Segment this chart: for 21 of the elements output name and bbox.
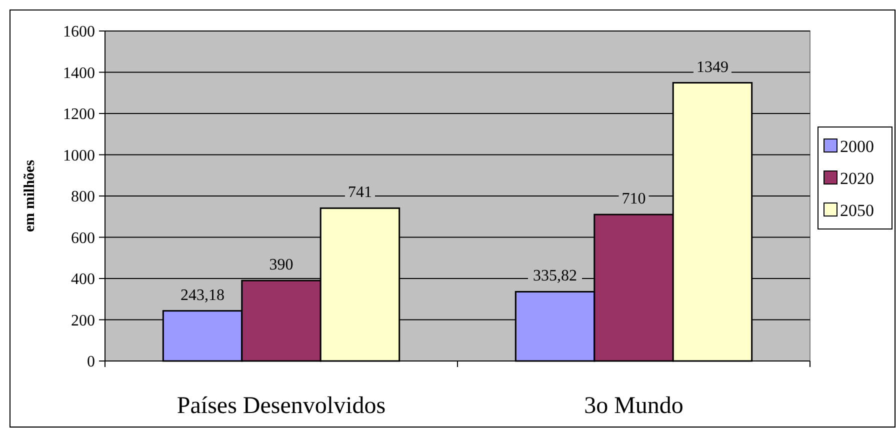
data-label: 335,82 — [533, 268, 578, 285]
y-tick-label: 1400 — [63, 64, 95, 82]
y-tick-label: 0 — [87, 354, 95, 371]
data-label: 243,18 — [180, 286, 225, 304]
y-axis-title: em milhões — [22, 160, 38, 232]
y-tick-label: 200 — [71, 312, 95, 330]
y-tick-label: 1600 — [63, 24, 95, 41]
y-tick-label: 600 — [71, 230, 95, 247]
y-tick-label: 1200 — [63, 106, 95, 124]
x-tick-label: 3o Mundo — [584, 393, 684, 419]
legend-label: 2050 — [840, 200, 874, 220]
data-label: 741 — [348, 184, 372, 202]
x-tick-label: Países Desenvolvidos — [176, 393, 386, 419]
data-label: 390 — [269, 256, 294, 274]
data-label: 710 — [622, 190, 646, 208]
y-tick-label: 1000 — [63, 147, 95, 164]
legend-label: 2000 — [840, 136, 874, 156]
y-tick-label: 800 — [71, 188, 95, 206]
data-label: 1349 — [696, 58, 728, 76]
y-tick-label: 400 — [71, 271, 95, 288]
legend-label: 2020 — [840, 168, 874, 188]
